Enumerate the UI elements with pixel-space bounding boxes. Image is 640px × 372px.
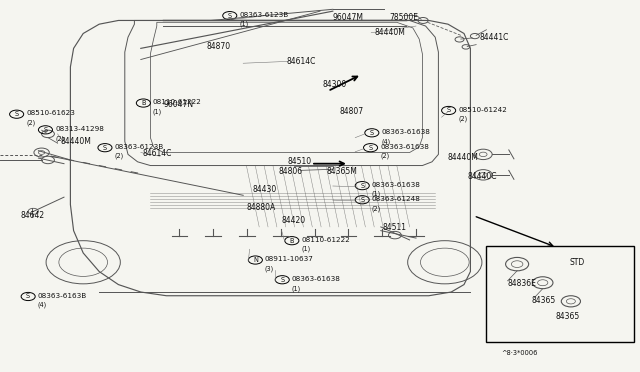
Text: 84511: 84511 <box>383 223 407 232</box>
Text: S: S <box>26 294 30 299</box>
Text: STD: STD <box>570 258 585 267</box>
Text: 84440M: 84440M <box>61 137 92 146</box>
Text: 84510: 84510 <box>288 157 312 166</box>
Text: 08313-41298: 08313-41298 <box>55 126 104 132</box>
Text: (2): (2) <box>372 205 381 212</box>
Text: (1): (1) <box>301 246 310 253</box>
Text: B: B <box>289 238 294 244</box>
Text: N: N <box>253 257 258 263</box>
Text: 08363-61638: 08363-61638 <box>292 276 340 282</box>
Text: 84365M: 84365M <box>326 167 357 176</box>
Text: (4): (4) <box>381 138 390 145</box>
Text: 84430: 84430 <box>253 185 277 194</box>
Text: 96047M: 96047M <box>333 13 364 22</box>
Text: S: S <box>44 127 47 133</box>
Text: (1): (1) <box>292 285 301 292</box>
Text: (2): (2) <box>380 153 389 160</box>
Text: 08363-61638: 08363-61638 <box>380 144 429 150</box>
Text: 84440M: 84440M <box>374 28 405 37</box>
Text: 08110-61222: 08110-61222 <box>301 237 350 243</box>
Text: 08363-61638: 08363-61638 <box>381 129 430 135</box>
Text: 84870: 84870 <box>207 42 231 51</box>
Text: S: S <box>103 145 107 151</box>
Text: 96047N: 96047N <box>163 100 193 109</box>
Text: (1): (1) <box>153 108 162 115</box>
Text: 08363-6123B: 08363-6123B <box>115 144 164 150</box>
Text: (3): (3) <box>265 265 274 272</box>
Text: S: S <box>228 13 232 19</box>
Text: (2): (2) <box>26 119 35 126</box>
Text: 84440M: 84440M <box>448 153 479 162</box>
Text: (2): (2) <box>458 116 467 122</box>
Text: 84836E: 84836E <box>508 279 536 288</box>
Text: S: S <box>280 277 284 283</box>
Text: 08110-61222: 08110-61222 <box>153 99 202 105</box>
Text: 84807: 84807 <box>339 107 364 116</box>
Text: 84365: 84365 <box>556 312 580 321</box>
Text: 78500E: 78500E <box>389 13 418 22</box>
Text: 08363-6163B: 08363-6163B <box>38 293 87 299</box>
Text: ^8·3*0006: ^8·3*0006 <box>501 350 538 356</box>
Text: 84365: 84365 <box>531 296 556 305</box>
Text: 08911-10637: 08911-10637 <box>265 256 314 262</box>
Text: 84441C: 84441C <box>480 33 509 42</box>
Text: S: S <box>370 130 374 136</box>
Text: 08363-6123B: 08363-6123B <box>239 12 289 18</box>
Bar <box>486 246 634 342</box>
Text: B: B <box>141 100 146 106</box>
Text: (1): (1) <box>239 21 248 28</box>
Text: (1): (1) <box>372 191 381 198</box>
Text: S: S <box>360 183 364 189</box>
Text: 84880A: 84880A <box>246 203 276 212</box>
Text: S: S <box>15 111 19 117</box>
Text: 84614C: 84614C <box>142 149 172 158</box>
Text: 08510-61242: 08510-61242 <box>458 107 507 113</box>
Text: 08363-61248: 08363-61248 <box>372 196 420 202</box>
Text: S: S <box>447 108 451 113</box>
Text: (2): (2) <box>115 153 124 160</box>
Text: S: S <box>360 197 364 203</box>
Text: 84806: 84806 <box>278 167 303 176</box>
Text: 08363-61638: 08363-61638 <box>372 182 420 188</box>
Text: 08510-61623: 08510-61623 <box>26 110 75 116</box>
Text: 84420: 84420 <box>282 216 306 225</box>
Text: 84440C: 84440C <box>467 172 497 181</box>
Text: 84614C: 84614C <box>287 57 316 66</box>
Text: 84300: 84300 <box>323 80 347 89</box>
Text: 84642: 84642 <box>20 211 45 219</box>
Text: (4): (4) <box>38 302 47 308</box>
Text: S: S <box>369 145 372 151</box>
Text: (2): (2) <box>55 135 64 142</box>
